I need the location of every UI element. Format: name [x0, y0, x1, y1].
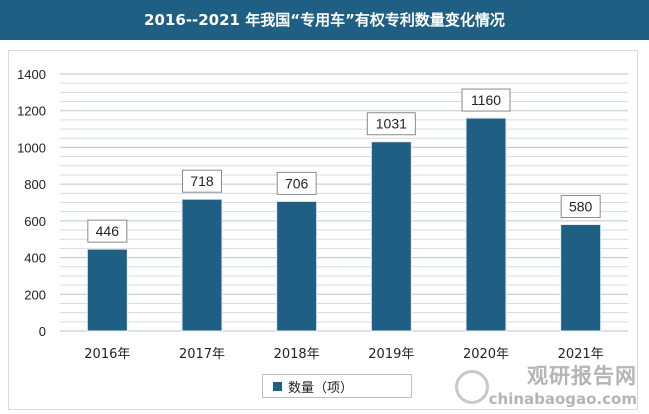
data-label: 718	[190, 173, 214, 189]
data-label-box	[87, 219, 128, 243]
x-tick-label: 2017年	[179, 347, 225, 362]
data-labels: 446 718 706 1031 1160 580	[87, 88, 601, 243]
data-label-box	[560, 195, 601, 219]
x-tick-label: 2020年	[463, 347, 509, 362]
y-tick-label: 1200	[17, 104, 46, 119]
bar	[560, 224, 602, 332]
legend-swatch	[273, 381, 282, 391]
data-label-box	[276, 171, 317, 195]
watermark-logo-icon	[455, 370, 489, 404]
data-label-box	[182, 169, 222, 193]
bar	[181, 198, 223, 332]
grid-lines	[60, 73, 628, 332]
y-tick-label: 800	[24, 177, 46, 192]
y-tick-label: 1000	[17, 140, 46, 155]
y-tick-label: 600	[24, 214, 46, 229]
bars	[86, 117, 602, 332]
x-tick-label: 2021年	[558, 347, 604, 362]
bar	[276, 200, 318, 332]
chart-title: 2016--2021 年我国“专用车”有权专利数量变化情况	[0, 0, 649, 40]
data-label: 1160	[471, 92, 501, 108]
watermark-cn: 观研报告网	[527, 364, 637, 388]
legend-label: 数量（项）	[288, 380, 354, 396]
x-tick-label: 2016年	[84, 347, 130, 362]
data-label: 706	[285, 175, 309, 191]
watermark: 观研报告网 chinabaogao.com	[489, 360, 637, 408]
data-label-box	[366, 112, 416, 136]
y-tick-label: 0	[39, 324, 46, 339]
data-label: 580	[569, 199, 593, 215]
y-tick-labels: 0 200 400 600 800 1000 1200 1400	[17, 67, 46, 339]
bar	[370, 141, 412, 332]
data-label: 1031	[376, 116, 407, 132]
bar	[86, 248, 128, 332]
data-label-box	[461, 88, 511, 112]
data-label: 446	[96, 223, 120, 239]
y-tick-label: 400	[24, 251, 46, 266]
x-tick-label: 2018年	[274, 347, 320, 362]
y-tick-label: 1400	[17, 67, 46, 82]
x-tick-labels: 2016年 2017年 2018年 2019年 2020年 2021年	[84, 347, 603, 362]
watermark-en: chinabaogao.com	[488, 390, 637, 408]
y-tick-label: 200	[24, 287, 46, 302]
x-tick-label: 2019年	[368, 347, 414, 362]
legend: 数量（项）	[262, 374, 412, 398]
bar	[465, 117, 507, 332]
